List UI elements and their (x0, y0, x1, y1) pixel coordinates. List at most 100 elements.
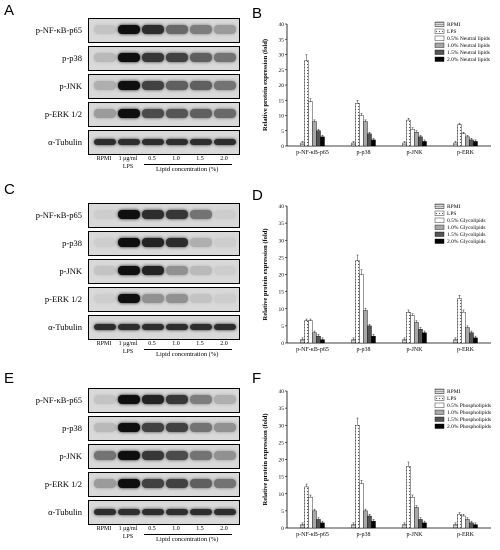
blot-band (94, 238, 116, 247)
blot-band (118, 25, 140, 34)
bar (474, 338, 478, 343)
blot-band (94, 81, 116, 90)
blot-label: p-ERK 1/2 (10, 479, 82, 489)
bar (411, 497, 415, 528)
blot-band (190, 139, 212, 145)
x-tick-label: p-JNK (407, 347, 424, 353)
blot-strip (88, 388, 240, 413)
panel-letter-a: A (4, 2, 14, 19)
bar (407, 466, 411, 528)
legend-swatch (435, 211, 444, 216)
blot-band (166, 266, 188, 275)
bar (458, 125, 462, 146)
bar (301, 340, 305, 343)
blot-band (118, 294, 140, 303)
blot-band (142, 53, 164, 62)
blot-band (94, 53, 116, 62)
blot-band (118, 479, 140, 488)
bar (368, 134, 372, 146)
x-tick-label: p-JNK (407, 150, 424, 156)
blot-band (142, 479, 164, 488)
lane-label: LPS (114, 349, 142, 355)
blot-band (94, 324, 116, 330)
bar (368, 516, 372, 528)
legend-swatch (435, 204, 444, 209)
blot-band (190, 294, 212, 303)
blot-x-caption: Lipid concentration (%) (156, 536, 218, 543)
legend-swatch (435, 218, 444, 223)
bar (470, 140, 474, 146)
bar (305, 321, 309, 343)
bar (403, 340, 407, 343)
blot-band (214, 53, 236, 62)
blot-band (166, 395, 188, 404)
blot-label: α-Tubulin (10, 507, 82, 517)
lane-label: LPS (114, 164, 142, 170)
bar (415, 132, 419, 146)
y-tick-label: 30 (279, 423, 285, 429)
blot-band (190, 324, 212, 330)
y-tick-label: 0 (281, 144, 284, 150)
blot-strip (88, 203, 240, 228)
bar (470, 333, 474, 343)
blot-band (214, 294, 236, 303)
bar (364, 310, 368, 343)
blot-label: p-NF-κB-p65 (10, 210, 82, 220)
legend-swatch (435, 225, 444, 230)
bar (305, 487, 309, 528)
blot-band (166, 81, 188, 90)
bar (364, 511, 368, 528)
bar (301, 525, 305, 528)
blot-band (94, 294, 116, 303)
blot-strip (88, 130, 240, 155)
blot-label: p-NF-κB-p65 (10, 25, 82, 35)
x-tick-label: p-NF-κB-p65 (296, 347, 329, 353)
y-tick-label: 35 (279, 406, 285, 412)
blot-band (118, 324, 140, 330)
y-tick-label: 40 (279, 22, 285, 28)
legend-label: 1.0% Phospholipids (447, 410, 491, 416)
blot-band (94, 25, 116, 34)
legend-swatch (435, 232, 444, 237)
x-tick-label: p-ERK (457, 532, 475, 538)
blot-strip (88, 231, 240, 256)
x-tick-label: p-p38 (357, 347, 371, 353)
blot-band (190, 451, 212, 460)
blot-band (190, 109, 212, 118)
bar (466, 328, 470, 343)
blot-band (142, 81, 164, 90)
legend-label: 1.0% Neutral lipids (447, 43, 490, 49)
blot-band (166, 509, 188, 515)
blot-band (166, 238, 188, 247)
blot-band (142, 266, 164, 275)
blot-band (142, 109, 164, 118)
legend-label: LPS (447, 396, 456, 402)
bar (474, 525, 478, 528)
blot-band (166, 423, 188, 432)
bar (309, 497, 313, 528)
blot-band (118, 109, 140, 118)
y-axis-label: Relative protein expression (fold) (262, 39, 269, 131)
bar (352, 525, 356, 528)
bar (321, 340, 325, 343)
bar (368, 326, 372, 343)
lipid-bracket-line (144, 349, 232, 350)
legend-swatch (435, 43, 444, 48)
bar (372, 140, 376, 146)
legend-label: LPS (447, 211, 456, 217)
y-axis-label: Relative protein expression (fold) (262, 228, 269, 320)
blot-band (94, 423, 116, 432)
blot-strip (88, 46, 240, 71)
legend-label: 2.0% Glycolipids (447, 239, 486, 245)
blot-band (94, 479, 116, 488)
bar (301, 143, 305, 146)
legend-swatch (435, 57, 444, 62)
blot-band (214, 81, 236, 90)
bar (309, 321, 313, 343)
blot-band (190, 509, 212, 515)
legend-swatch (435, 22, 444, 27)
lane-label: 2.0 (210, 156, 238, 162)
bar (466, 137, 470, 146)
blot-strip (88, 444, 240, 469)
blot-band (118, 423, 140, 432)
